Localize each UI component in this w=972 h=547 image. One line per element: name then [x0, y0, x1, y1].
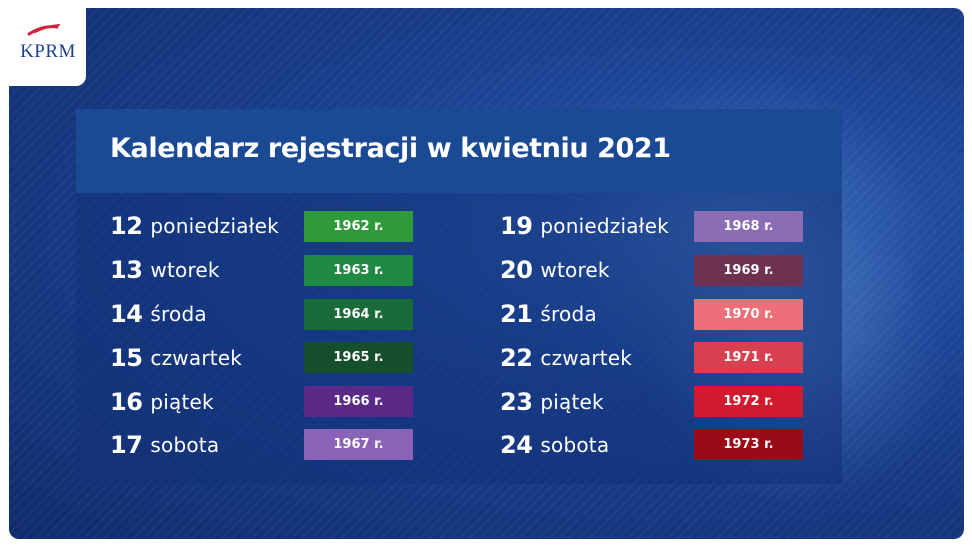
- day-row: 20 wtorek: [500, 254, 610, 286]
- day-name: wtorek: [150, 258, 220, 282]
- day-number: 12: [110, 212, 143, 240]
- day-number: 17: [110, 431, 143, 459]
- page-title: Kalendarz rejestracji w kwietniu 2021: [110, 133, 671, 164]
- day-row: 24 sobota: [500, 429, 609, 461]
- year-badge: 1965 r.: [304, 342, 413, 373]
- day-row: 23 piątek: [500, 386, 604, 418]
- day-number: 23: [500, 388, 533, 416]
- year-badge: 1964 r.: [304, 299, 413, 330]
- day-row: 21 środa: [500, 298, 597, 330]
- day-row: 15 czwartek: [110, 342, 242, 374]
- flag-icon: [27, 24, 60, 36]
- day-number: 20: [500, 256, 533, 284]
- day-name: sobota: [540, 433, 610, 457]
- day-number: 15: [110, 344, 143, 372]
- day-name: czwartek: [540, 346, 633, 370]
- day-name: wtorek: [540, 258, 610, 282]
- calendar-header: [76, 109, 842, 193]
- day-row: 17 sobota: [110, 429, 219, 461]
- year-badge: 1971 r.: [694, 342, 803, 373]
- day-row: 14 środa: [110, 298, 207, 330]
- day-number: 21: [500, 300, 533, 328]
- day-name: czwartek: [150, 346, 243, 370]
- year-badge: 1969 r.: [694, 255, 803, 286]
- year-badge: 1973 r.: [694, 429, 803, 460]
- day-row: 22 czwartek: [500, 342, 632, 374]
- year-badge: 1962 r.: [304, 211, 413, 242]
- day-number: 19: [500, 212, 533, 240]
- day-number: 16: [110, 388, 143, 416]
- day-row: 16 piątek: [110, 386, 214, 418]
- day-number: 14: [110, 300, 143, 328]
- day-name: piątek: [540, 390, 604, 414]
- year-badge: 1963 r.: [304, 255, 413, 286]
- year-badge: 1966 r.: [304, 386, 413, 417]
- year-badge: 1968 r.: [694, 211, 803, 242]
- day-row: 12 poniedziałek: [110, 210, 279, 242]
- day-name: środa: [540, 302, 597, 326]
- day-row: 13 wtorek: [110, 254, 220, 286]
- year-badge: 1970 r.: [694, 299, 803, 330]
- day-name: środa: [150, 302, 207, 326]
- day-number: 22: [500, 344, 533, 372]
- year-badge: 1972 r.: [694, 386, 803, 417]
- year-badge: 1967 r.: [304, 429, 413, 460]
- day-name: poniedziałek: [540, 214, 669, 238]
- day-name: sobota: [150, 433, 220, 457]
- day-row: 19 poniedziałek: [500, 210, 669, 242]
- kprm-logo: KPRM: [0, 0, 86, 86]
- day-number: 13: [110, 256, 143, 284]
- logo-text: KPRM: [20, 41, 76, 62]
- day-name: piątek: [150, 390, 214, 414]
- day-number: 24: [500, 431, 533, 459]
- day-name: poniedziałek: [150, 214, 279, 238]
